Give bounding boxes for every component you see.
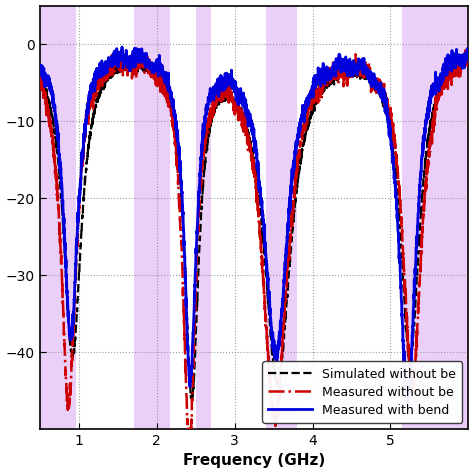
Legend: Simulated without be, Measured without be, Measured with bend: Simulated without be, Measured without b… (262, 361, 462, 423)
Line: Measured without be: Measured without be (40, 47, 468, 451)
Simulated without be (465, 56, 471, 62)
Simulated without be (461, 54, 467, 59)
Simulated without be (220, 93, 226, 99)
Measured with bend (465, 51, 471, 56)
Measured without be (86, 108, 91, 114)
Measured with bend (111, 55, 117, 61)
Measured without be (411, 380, 417, 386)
Measured without be (111, 64, 117, 70)
Line: Simulated without be: Simulated without be (40, 56, 468, 401)
Measured with bend (119, 44, 125, 50)
Measured with bend (220, 88, 226, 93)
Bar (196, 6, 211, 429)
Measured without be (457, 66, 463, 72)
Simulated without be (37, 72, 43, 77)
Simulated without be (111, 72, 117, 77)
Measured without be (37, 70, 43, 76)
Measured with bend (201, 120, 207, 126)
Bar (402, 6, 468, 429)
Simulated without be (190, 399, 195, 404)
Line: Measured with bend: Measured with bend (40, 47, 468, 403)
Measured with bend (37, 69, 43, 74)
Measured without be (201, 148, 207, 154)
X-axis label: Frequency (GHz): Frequency (GHz) (183, 454, 325, 468)
Simulated without be (201, 168, 207, 174)
Simulated without be (411, 320, 417, 326)
Measured without be (465, 44, 471, 50)
Bar (266, 6, 297, 429)
Measured without be (220, 80, 226, 86)
Simulated without be (86, 146, 91, 151)
Measured with bend (404, 400, 410, 406)
Measured without be (186, 448, 191, 454)
Measured with bend (411, 289, 417, 295)
Measured with bend (86, 104, 91, 109)
Bar (134, 6, 170, 429)
Bar (40, 6, 75, 429)
Simulated without be (457, 58, 463, 64)
Measured with bend (457, 57, 463, 63)
